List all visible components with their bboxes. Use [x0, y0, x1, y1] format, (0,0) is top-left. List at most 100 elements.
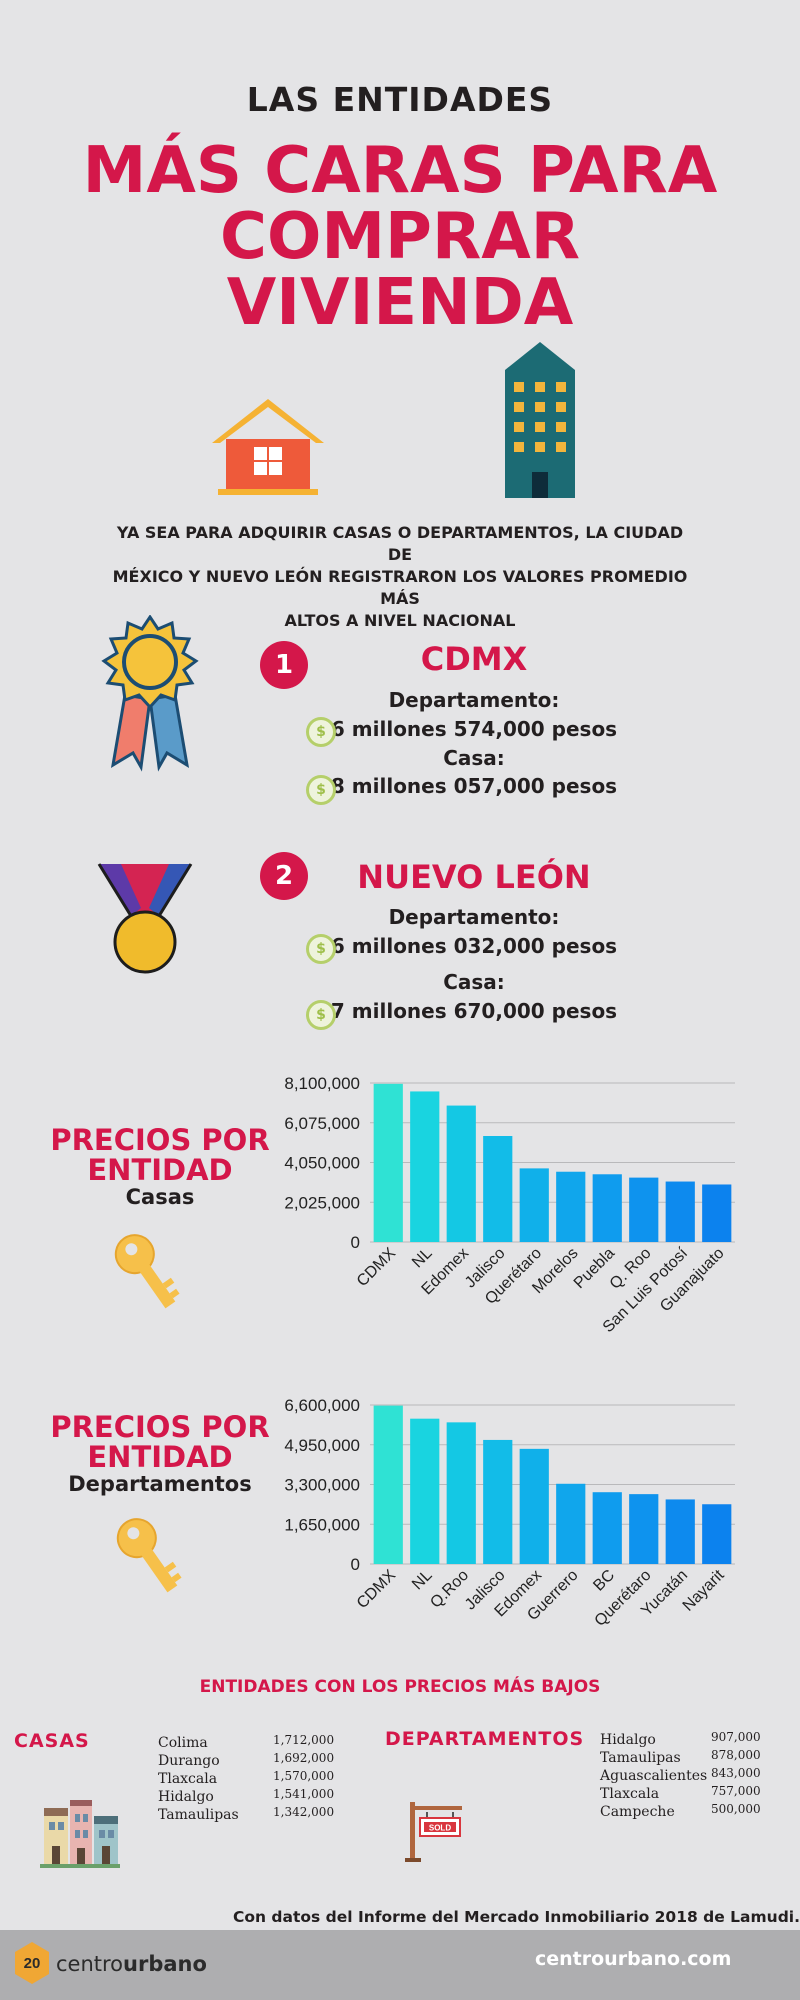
bar — [373, 1405, 403, 1564]
chart-subtitle: Casas — [125, 1185, 195, 1209]
bar — [665, 1499, 695, 1564]
list-item-value: 843,000 — [711, 1766, 761, 1780]
y-tick-label: 3,300,000 — [284, 1476, 360, 1495]
list-item-name: Tamaulipas — [158, 1807, 239, 1823]
list-item: Colima 1,712,000 — [158, 1732, 338, 1751]
list-item: Tlaxcala 757,000 — [600, 1783, 800, 1802]
dept-value: 6 millones 574,000 pesos — [330, 717, 618, 741]
list-item-name: Campeche — [600, 1804, 675, 1820]
building-icon — [505, 342, 575, 498]
list-item-value: 907,000 — [711, 1730, 761, 1744]
key-icon — [116, 1518, 182, 1593]
bar-chart-departamentos: 0 1,650,000 3,300,000 4,950,000 6,600,000 CDM… — [284, 1396, 735, 1630]
list-item-name: Hidalgo — [158, 1789, 214, 1805]
entity-name: NUEVO LEÓN — [357, 858, 591, 896]
x-tick-label: NL — [409, 1567, 436, 1594]
dept-value: 6 millones 032,000 pesos — [330, 934, 618, 958]
source-note: Con datos del Informe del Mercado Inmobi… — [232, 1908, 800, 1926]
footer: 20 centrourbano centrourbano.com — [0, 1930, 800, 2000]
house-value: 8 millones 057,000 pesos — [330, 774, 618, 798]
key-icon — [114, 1234, 180, 1309]
list-item: Tamaulipas 1,342,000 — [158, 1804, 338, 1823]
bar — [373, 1083, 403, 1242]
x-tick-label: BC — [590, 1567, 618, 1595]
list-item: Aguascalientes 843,000 — [600, 1765, 800, 1784]
list-item-name: Colima — [158, 1735, 208, 1751]
chart-title-line: PRECIOS POR — [50, 1410, 270, 1444]
brand-logo-bold: urbano — [123, 1952, 207, 1976]
award-ribbon-icon — [101, 615, 199, 772]
list-item-name: Tamaulipas — [600, 1750, 681, 1766]
list-item-name: Aguascalientes — [600, 1768, 708, 1784]
intro-line: ALTOS A NIVEL NACIONAL — [284, 611, 516, 630]
houses-list: Colima 1,712,000 Durango 1,692,000 Tlaxc… — [158, 1732, 338, 1823]
y-tick-label: 1,650,000 — [284, 1515, 360, 1534]
y-tick-label: 0 — [351, 1555, 360, 1574]
list-item: Durango 1,692,000 — [158, 1750, 338, 1769]
bar — [519, 1168, 549, 1242]
x-tick-label: CDMX — [354, 1567, 400, 1613]
house-icon — [212, 399, 324, 495]
house-label: Casa: — [443, 746, 505, 770]
rank-badge: 2 — [260, 852, 308, 900]
intro-text: YA SEA PARA ADQUIRIR CASAS O DEPARTAMENT… — [110, 522, 690, 632]
list-item-value: 1,570,000 — [273, 1769, 335, 1783]
bar-chart-casas: 0 2,025,000 4,050,000 6,075,000 8,100,000 CDM… — [284, 1074, 735, 1336]
headline-line: COMPRAR — [219, 200, 581, 274]
bar — [410, 1091, 440, 1242]
house-label: Casa: — [443, 970, 505, 994]
chart-title-line: ENTIDAD — [87, 1153, 233, 1187]
dept-label: Departamento: — [388, 688, 560, 712]
brand-logo-light: centro — [56, 1952, 124, 1976]
dept-label: Departamento: — [388, 905, 560, 929]
apartments-list: Hidalgo 907,000 Tamaulipas 878,000 Aguas… — [600, 1729, 800, 1820]
list-item: Hidalgo 907,000 — [600, 1729, 800, 1748]
chart-title-block: PRECIOS POR ENTIDAD Departamentos — [25, 1412, 295, 1496]
bar — [483, 1439, 513, 1564]
bar — [410, 1418, 440, 1564]
coin-icon: $ — [306, 1000, 336, 1030]
lowest-prices-title: ENTIDADES CON LOS PRECIOS MÁS BAJOS — [199, 1677, 601, 1697]
coin-icon: $ — [306, 717, 336, 747]
chart-title-line: PRECIOS POR — [50, 1123, 270, 1157]
anniversary-logo-icon: 20 — [15, 1942, 49, 1984]
headline-line: VIVIENDA — [226, 266, 574, 340]
list-item-value: 1,541,000 — [273, 1787, 335, 1801]
x-tick-label: CDMX — [354, 1245, 400, 1291]
intro-line: MÉXICO Y NUEVO LEÓN REGISTRARON LOS VALO… — [112, 567, 688, 608]
list-item-name: Tlaxcala — [600, 1786, 660, 1802]
medal-icon — [97, 863, 193, 974]
list-item: Hidalgo 1,541,000 — [158, 1786, 338, 1805]
sold-sign-icon: SOLD — [405, 1802, 462, 1862]
x-tick-label: NL — [409, 1245, 436, 1272]
brand-logo[interactable]: centrourbano — [56, 1952, 207, 1976]
bar — [592, 1174, 622, 1242]
list-item-value: 1,342,000 — [273, 1805, 335, 1819]
houses-row-icon — [40, 1800, 120, 1868]
apartments-label: DEPARTAMENTOS — [385, 1728, 585, 1750]
bar — [629, 1494, 659, 1564]
list-item: Tlaxcala 1,570,000 — [158, 1768, 338, 1787]
list-item-value: 500,000 — [711, 1802, 761, 1816]
bar — [519, 1448, 549, 1564]
list-item-name: Durango — [158, 1753, 220, 1769]
list-item-value: 1,692,000 — [273, 1751, 335, 1765]
list-item-name: Tlaxcala — [158, 1771, 218, 1787]
chart-title-block: PRECIOS POR ENTIDAD Casas — [25, 1125, 295, 1209]
y-tick-label: 8,100,000 — [284, 1074, 360, 1093]
bar — [446, 1105, 476, 1242]
y-tick-label: 4,950,000 — [284, 1436, 360, 1455]
y-tick-label: 2,025,000 — [284, 1193, 360, 1212]
bar — [483, 1136, 513, 1242]
website-link[interactable]: centrourbano.com — [535, 1948, 732, 1970]
headline: MÁS CARAS PARA COMPRAR VIVIENDA — [0, 138, 800, 336]
bar — [556, 1483, 586, 1564]
house-value: 7 millones 670,000 pesos — [330, 999, 618, 1023]
list-item: Tamaulipas 878,000 — [600, 1747, 800, 1766]
bar — [702, 1504, 732, 1564]
bar — [592, 1492, 622, 1564]
bar — [629, 1177, 659, 1242]
list-item-value: 878,000 — [711, 1748, 761, 1762]
rank-badge: 1 — [260, 641, 308, 689]
intro-line: YA SEA PARA ADQUIRIR CASAS O DEPARTAMENT… — [116, 523, 684, 564]
